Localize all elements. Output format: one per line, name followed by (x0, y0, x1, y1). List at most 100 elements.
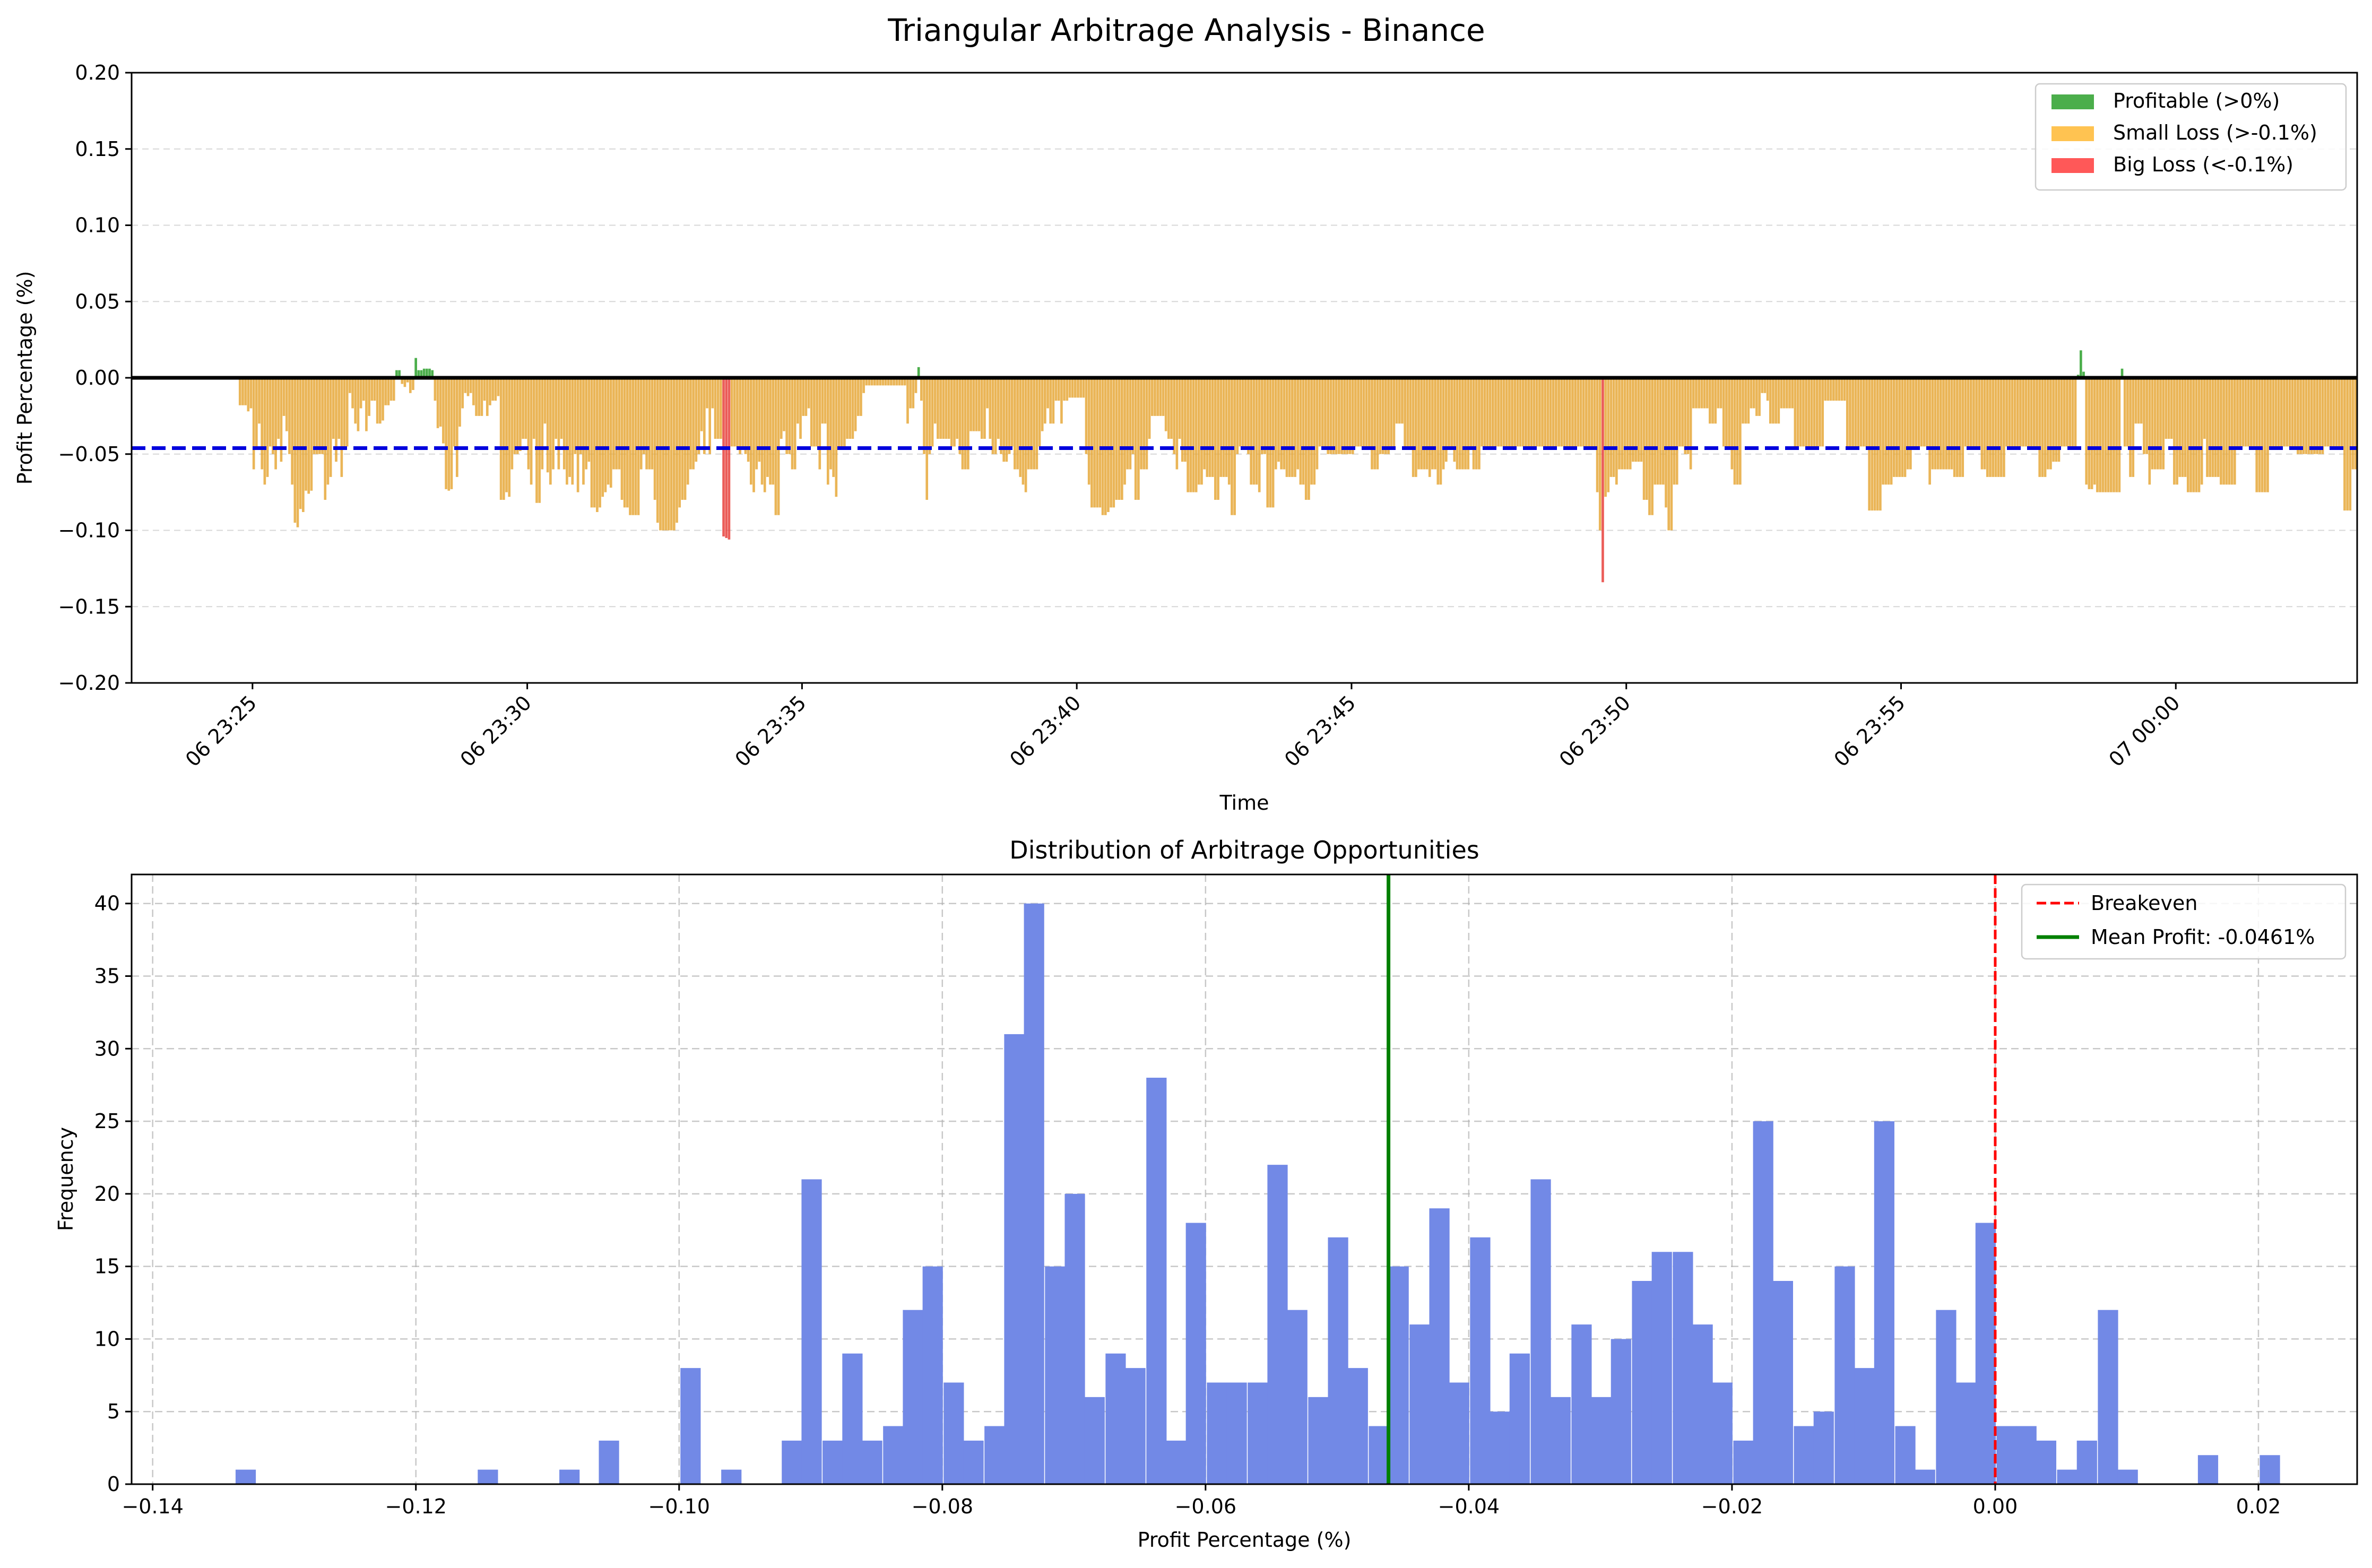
profit-bar (1654, 378, 1657, 485)
profit-bar (912, 378, 915, 409)
profit-bar (1227, 378, 1231, 485)
profit-bar (1332, 378, 1335, 454)
profit-bar (2068, 378, 2071, 447)
profit-bar (1942, 378, 1945, 470)
profit-bar (1093, 378, 1096, 508)
profit-bar (1521, 378, 1525, 447)
profit-bar (1686, 378, 1690, 454)
profit-bar (1159, 378, 1162, 416)
profit-bar (2123, 378, 2126, 447)
profit-bar (277, 378, 280, 439)
profit-bar (1038, 378, 1041, 447)
profit-bar (1859, 378, 1863, 447)
profit-bar (2192, 378, 2195, 492)
profit-bar (1796, 378, 1799, 447)
profit-bar (414, 358, 417, 378)
profit-bar (1857, 378, 1860, 447)
histogram-bar (1530, 1179, 1551, 1484)
profit-bar (752, 378, 755, 492)
profit-bar (1978, 378, 1981, 447)
profit-bar (2093, 378, 2096, 485)
profit-bar (1140, 378, 1142, 470)
profit-bar (1590, 378, 1594, 447)
profit-bar (1730, 378, 1734, 470)
profit-bar (681, 378, 684, 500)
profit-bar (2038, 378, 2041, 477)
profit-bar (2101, 378, 2105, 492)
profit-bar (1544, 378, 1547, 447)
profit-bar (291, 378, 293, 485)
bottom-x-tick-label: −0.08 (912, 1495, 973, 1518)
profit-bar (2036, 378, 2038, 447)
profit-bar (2088, 378, 2091, 489)
profit-bar (1819, 378, 1821, 447)
top-y-tick-label: −0.15 (58, 595, 120, 618)
profit-bar (1170, 378, 1173, 439)
profit-bar (2057, 378, 2061, 462)
profit-bar (1695, 378, 1698, 409)
profit-bar (1983, 378, 1986, 470)
profit-bar (1994, 378, 1997, 477)
profit-bar (1763, 378, 1767, 393)
profit-bar (2354, 378, 2357, 470)
profit-bar (1898, 378, 1901, 477)
profit-bar (1425, 378, 1429, 470)
profit-bar (1379, 378, 1382, 454)
profit-bar (1066, 378, 1069, 401)
histogram-bar (2016, 1426, 2037, 1484)
profit-bar (975, 378, 978, 431)
profit-bar (1906, 378, 1909, 470)
profit-bar (280, 378, 283, 462)
profit-bar (455, 378, 458, 477)
profit-bar (1255, 378, 1258, 485)
profit-bar (2126, 378, 2129, 447)
profit-bar (1923, 378, 1926, 447)
profit-bar (1709, 378, 1711, 424)
profit-bar (1269, 378, 1272, 508)
profit-bar (2113, 378, 2115, 492)
profit-bar (2024, 378, 2028, 447)
profit-bar (1444, 378, 1448, 462)
profit-bar (2082, 371, 2085, 378)
profit-bar (2340, 378, 2343, 447)
profit-bar (683, 378, 687, 500)
profit-bar (1384, 378, 1387, 454)
profit-bar (2225, 378, 2228, 485)
profit-bar (1755, 378, 1758, 416)
histogram-bar (1347, 1368, 1368, 1484)
profit-bar (898, 378, 901, 386)
top-legend-box (2035, 83, 2347, 191)
profit-bar (1123, 378, 1126, 485)
profit-bar (2316, 378, 2318, 454)
top-y-tick-label: 0.20 (75, 61, 120, 84)
profit-bar (1431, 378, 1434, 470)
profit-bar (1579, 378, 1582, 447)
bottom-y-tick-label: 30 (94, 1037, 120, 1060)
profit-bar (324, 378, 327, 500)
profit-bar (426, 368, 428, 378)
profit-bar (587, 378, 591, 462)
profit-bar (1077, 378, 1079, 398)
profit-bar (1876, 378, 1879, 511)
profit-bar (1014, 378, 1016, 470)
profit-bar (1010, 378, 1014, 447)
profit-bar (1969, 378, 1972, 447)
profit-bar (2110, 378, 2113, 492)
profit-bar (527, 378, 530, 470)
profit-bar (543, 378, 547, 424)
profit-bar (2206, 378, 2209, 477)
profit-bar (1308, 378, 1310, 500)
profit-bar (1049, 378, 1052, 424)
profit-bar (299, 378, 302, 509)
profit-bar (266, 378, 269, 477)
profit-bar (497, 378, 500, 396)
profit-bar (1667, 378, 1670, 531)
profit-bar (1719, 378, 1722, 409)
histogram-bar (235, 1469, 256, 1484)
profit-bar (1450, 378, 1453, 447)
profit-bar (1986, 378, 1989, 477)
profit-bar (937, 378, 939, 439)
profit-bar (1725, 378, 1728, 447)
profit-bar (315, 378, 318, 454)
profit-bar (596, 378, 599, 512)
